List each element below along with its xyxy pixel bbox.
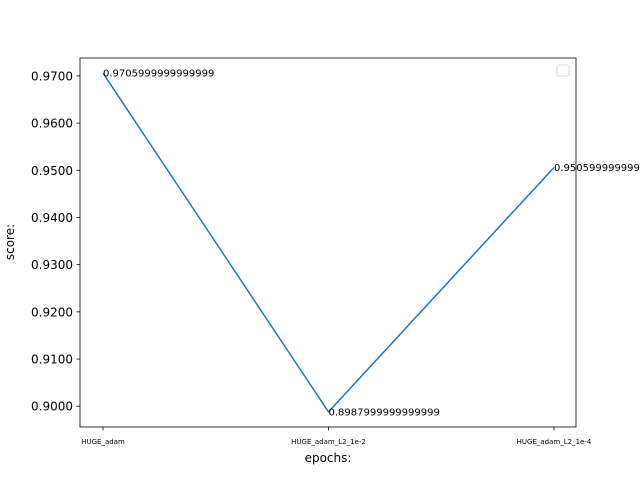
y-tick-label: 0.9600	[31, 117, 73, 131]
data-label: 0.9505999999999999	[554, 163, 640, 174]
data-labels-layer: 0.9705999999999999 0.8987999999999999 0.95…	[103, 69, 640, 419]
y-tick-label: 0.9100	[31, 353, 73, 367]
legend-box	[556, 64, 570, 77]
y-tick-label: 0.9300	[31, 258, 73, 272]
x-axis-ticks: HUGE_adam HUGE_adam_L2_1e-2 HUGE_adam_L2_1…	[81, 427, 592, 446]
y-axis-label: score:	[3, 224, 17, 260]
x-tick-label: HUGE_adam_L2_1e-4	[517, 438, 592, 446]
data-label: 0.8987999999999999	[329, 407, 440, 418]
y-tick-label: 0.9200	[31, 305, 73, 319]
x-tick-label: HUGE_adam_L2_1e-2	[291, 438, 366, 446]
y-tick-label: 0.9000	[31, 400, 73, 414]
series-layer	[102, 72, 555, 413]
plot-area	[80, 58, 576, 427]
series-line	[102, 72, 555, 413]
y-tick-label: 0.9700	[31, 69, 73, 83]
x-tick-label: HUGE_adam	[81, 438, 125, 446]
data-label: 0.9705999999999999	[103, 69, 214, 80]
x-axis-label: epochs:	[305, 451, 352, 465]
y-axis-ticks: 0.9000 0.9100 0.9200 0.9300 0.9400 0.9500 0.96…	[31, 69, 80, 414]
y-tick-label: 0.9500	[31, 164, 73, 178]
legend	[556, 64, 570, 77]
plot-frame	[79, 57, 577, 428]
y-tick-label: 0.9400	[31, 211, 73, 225]
